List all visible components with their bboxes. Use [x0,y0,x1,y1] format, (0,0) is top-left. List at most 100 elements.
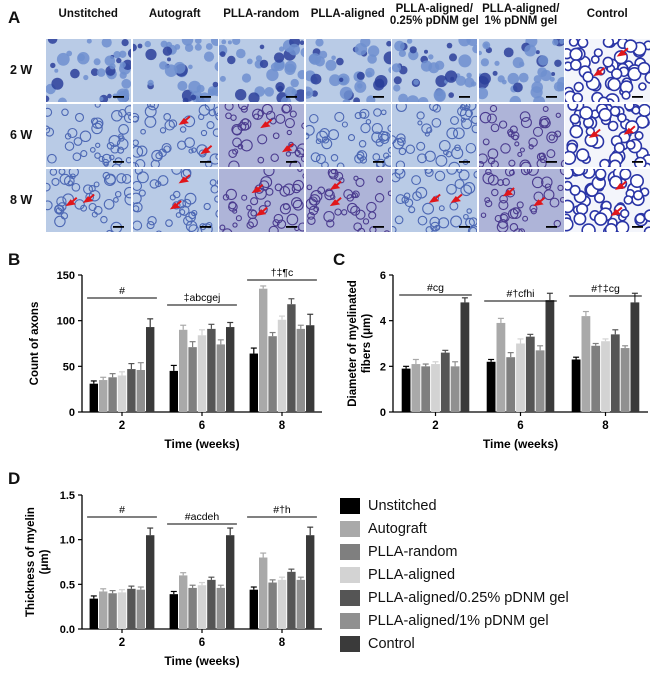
bar-plla-aligned-1-pdnm-gel [216,587,225,629]
micrograph-tile [391,103,478,168]
significance-label: #acdeh [185,511,220,523]
bar-unstitched [249,353,258,412]
micrograph-tile [218,103,305,168]
micrograph-tile [218,38,305,103]
y-axis-label: Count of axons [29,302,41,386]
bar-unstitched [571,359,581,412]
legend-label: PLLA-aligned [368,566,456,583]
bar-plla-random [108,377,117,412]
bar-plla-aligned [197,585,207,629]
y-tick-label: 150 [57,270,75,282]
micrograph-image [478,169,564,232]
column-header-3: PLLA-aligned [310,8,385,20]
x-tick-label: 6 [199,637,205,649]
bar-control [630,302,640,412]
x-axis-label: Time (weeks) [164,437,239,451]
micrograph-image [305,169,391,232]
legend-swatch [340,635,360,652]
micrograph-tile [564,103,651,168]
legend-item: PLLA-aligned/1% pDNM gel [340,609,569,632]
bar-plla-aligned-1-pdnm-gel [216,344,225,412]
bar-autograft [99,591,108,629]
chart-myelin-thickness: 0.0 0.5 1.0 1.5 2 #6 #acdeh 8 #†h Time (weeks) Thi… [25,490,322,668]
red-arrow-icon [616,47,629,57]
panel-letter-d: D [8,469,21,488]
y-tick-label: 0 [69,407,75,419]
red-arrow-icon [593,66,606,77]
micrograph-image [392,104,477,167]
micrograph-tile [131,103,219,168]
bar-autograft [581,316,591,412]
micrograph-image [392,39,477,102]
bar-plla-aligned [197,335,207,412]
bar-plla-aligned-1-pdnm-gel [296,579,305,629]
bar-plla-aligned [117,375,127,412]
red-arrow-icon [614,180,627,190]
micrograph-tile [564,38,651,103]
y-tick-label: 0.0 [60,624,75,636]
red-arrow-icon [255,206,268,216]
panel-letter-a: A [8,8,21,27]
bar-autograft [496,322,506,412]
y-tick-label: 100 [57,316,75,328]
bar-plla-aligned [117,592,127,629]
bar-plla-aligned-0-25-pdnm-gel [207,328,216,412]
x-tick-label: 2 [432,420,438,432]
significance-label: #†h [273,504,291,516]
column-header-4: PLLA-aligned/ 0.25% pDNM gel [389,3,479,27]
bar-plla-aligned [277,319,287,412]
bar-control [226,327,235,412]
micrograph-tile [304,103,392,168]
bar-control [226,535,235,629]
panel-letter-c: C [333,250,346,269]
legend-item: PLLA-aligned [340,563,569,586]
red-arrow-icon [428,193,441,203]
red-arrow-icon [502,187,515,197]
legend-label: PLLA-aligned/1% pDNM gel [368,612,549,629]
red-arrow-icon [82,193,95,203]
row-label-0: 2 W [10,62,33,77]
micrograph-image [132,104,218,167]
micrograph-image [565,169,650,232]
legend-swatch [340,520,360,537]
significance-label: # [119,504,125,516]
bar-plla-random [421,366,431,412]
bar-control [460,302,470,412]
micrograph-image [219,104,304,167]
x-tick-label: 8 [602,420,609,432]
column-header-1: Autograft [148,8,201,20]
x-tick-label: 6 [517,420,523,432]
legend-item: PLLA-aligned/0.25% pDNM gel [340,586,569,609]
bar-plla-aligned-0-25-pdnm-gel [127,588,136,629]
row-label-2: 8 W [10,192,33,207]
micrograph-image [46,39,131,102]
row-label-1: 6 W [10,127,33,142]
legend-label: Unstitched [368,497,437,514]
bar-autograft [411,364,421,412]
bar-autograft [179,575,188,629]
y-tick-label: 50 [63,361,75,373]
bar-plla-random [506,357,516,412]
significance-label: # [119,285,125,297]
y-tick-label: 6 [380,270,386,282]
micrograph-tile [45,38,132,103]
bar-control [545,300,555,412]
y-axis-label: fibers (μm) [361,314,373,374]
micrograph-tile [45,168,132,233]
red-arrow-icon [329,180,342,190]
red-arrow-icon [260,118,273,129]
bar-autograft [179,329,188,412]
micrograph-image [565,39,650,102]
legend-label: Control [368,635,415,652]
bar-control [306,535,315,629]
bar-plla-aligned-1-pdnm-gel [620,348,630,412]
x-axis-label: Time (weeks) [483,437,558,451]
legend-swatch [340,589,360,606]
red-arrow-icon [610,206,623,216]
bar-unstitched [401,368,411,412]
y-axis-label: (μm) [39,549,51,574]
micrograph-image [46,104,131,167]
bar-autograft [259,557,268,629]
bar-plla-aligned-0-25-pdnm-gel [287,304,296,412]
micrograph-tile [131,38,219,103]
